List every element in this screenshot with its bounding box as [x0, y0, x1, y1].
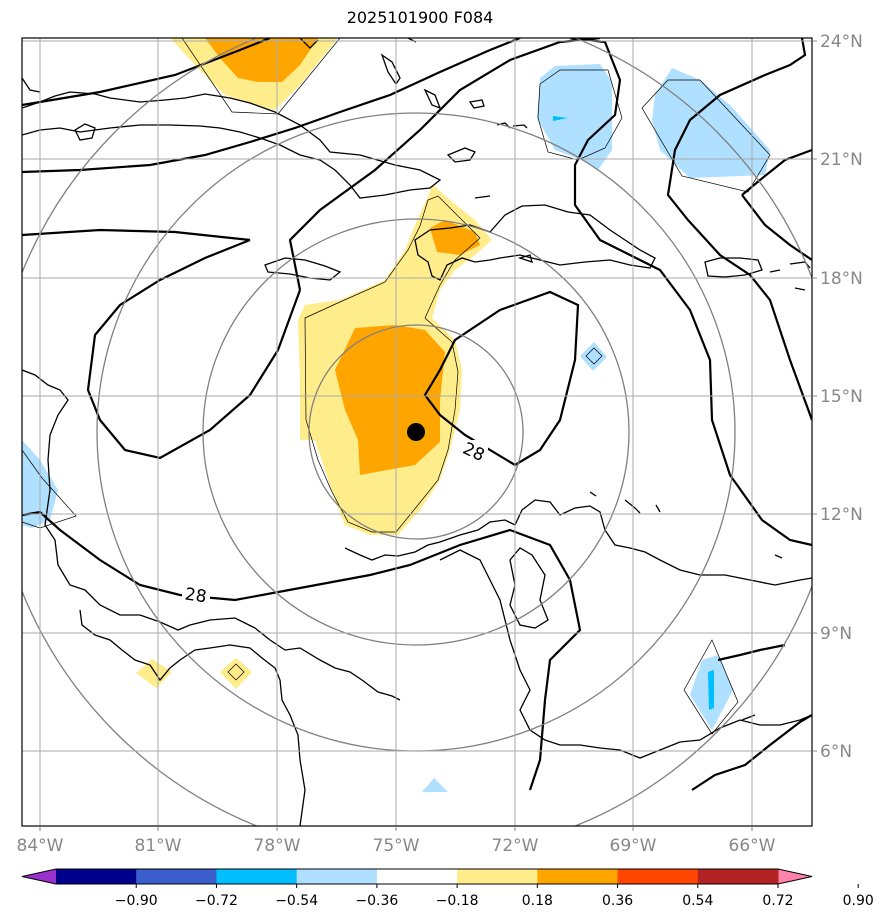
lat-label: 15°N — [820, 387, 863, 407]
central-america-coast — [22, 369, 401, 701]
bahamas — [468, 99, 485, 109]
negative-anomaly-lightblue — [537, 64, 612, 170]
contour-28-storm — [423, 290, 580, 467]
coastlines — [22, 38, 812, 826]
lat-label: 18°N — [820, 269, 863, 289]
lon-label: 72°W — [492, 836, 539, 856]
bahamas — [512, 124, 528, 129]
lat-label: 6°N — [820, 742, 852, 762]
colorbar-segment — [617, 869, 699, 884]
bonaire — [655, 504, 661, 513]
contour-label-bg — [182, 584, 210, 606]
lat-label: 24°N — [820, 32, 863, 52]
isla-juventud — [74, 123, 96, 141]
trinidad — [741, 714, 756, 721]
colorbar-segment — [136, 869, 217, 884]
colorbar-segment — [457, 869, 538, 884]
positive-anomaly-orange — [205, 38, 318, 82]
colorbar-tick-label: 0.18 — [522, 893, 553, 909]
map-frame — [21, 37, 813, 827]
bahamas — [380, 53, 401, 86]
lon-label: 81°W — [135, 836, 182, 856]
negative-anomaly-lightblue — [422, 778, 448, 792]
colorbar-segment — [376, 869, 458, 884]
longitude-axis: 84°W 81°W 78°W 75°W 72°W 69°W 66°W — [17, 826, 776, 856]
positive-anomaly-yellow — [136, 659, 172, 688]
bahamas — [446, 147, 476, 163]
positive-anomaly-yellow — [220, 658, 252, 689]
lake-maracaibo — [509, 547, 549, 629]
negative-anomaly-blue — [553, 116, 568, 121]
map-title: 2025101900 F084 — [346, 8, 494, 27]
storm-center-marker — [407, 423, 425, 441]
colorbar-segment — [697, 869, 779, 884]
lon-label: 69°W — [610, 836, 657, 856]
contour-lines — [22, 38, 812, 791]
negative-anomaly-lightblue — [652, 68, 770, 178]
colorbar-segment — [56, 869, 137, 884]
lat-label: 12°N — [820, 505, 863, 525]
lon-label: 66°W — [729, 836, 776, 856]
navassa — [517, 254, 533, 264]
colorbar-extend-low — [22, 869, 56, 884]
bahamas — [423, 88, 442, 110]
colorbar-tick-label: 0.54 — [682, 893, 713, 909]
colorbar-outline — [21, 868, 813, 885]
curacao — [589, 491, 597, 497]
lon-label: 78°W — [254, 836, 301, 856]
central-america-pacific — [79, 609, 306, 826]
anomaly-outlines — [22, 38, 771, 735]
colorbar-segment — [216, 869, 298, 884]
jamaica-coast — [264, 257, 342, 281]
negative-anomaly-blue — [708, 670, 714, 710]
puerto-rico — [704, 257, 763, 278]
lon-label: 84°W — [17, 836, 64, 856]
colorbar-tick-label: −0.90 — [115, 893, 158, 909]
virgin-islands — [769, 269, 781, 273]
colorbar-tick-label: 0.90 — [843, 893, 874, 909]
lat-label: 9°N — [820, 624, 852, 644]
colorbar-segment — [296, 869, 378, 884]
contour-label-bg — [462, 440, 488, 462]
colorbar: −0.90 −0.72 −0.54 −0.36 −0.18 0.18 0.36 0.54 0.7… — [21, 868, 874, 909]
lon-label: 75°W — [373, 836, 420, 856]
virgin-islands — [794, 287, 806, 291]
graticule — [22, 38, 812, 826]
colorbar-tick-label: 0.72 — [762, 893, 793, 909]
south-america-coast — [344, 499, 812, 586]
hispaniola-coast — [414, 204, 656, 281]
florida-keys — [22, 77, 41, 93]
islands-east — [774, 554, 783, 559]
colorbar-tick-label: −0.18 — [436, 893, 479, 909]
cuba-coast — [22, 91, 442, 199]
colorbar-tick-label: −0.36 — [355, 893, 398, 909]
colorbar-extend-high — [778, 869, 812, 884]
bahamas — [474, 195, 491, 199]
colorbar-tick-label: −0.72 — [195, 893, 238, 909]
latitude-axis: 24°N 21°N 18°N 15°N 12°N 9°N 6°N — [812, 32, 863, 762]
colorbar-tick-label: 0.36 — [602, 893, 633, 909]
colorbar-segment — [537, 869, 619, 884]
aruba — [624, 499, 641, 514]
contour-28-south — [22, 510, 582, 791]
lat-label: 21°N — [820, 150, 863, 170]
contour-label: 28 — [184, 585, 208, 608]
colorbar-tick-label: −0.54 — [275, 893, 318, 909]
south-america-interior — [439, 549, 812, 759]
negative-anomaly-lightblue — [580, 342, 607, 371]
